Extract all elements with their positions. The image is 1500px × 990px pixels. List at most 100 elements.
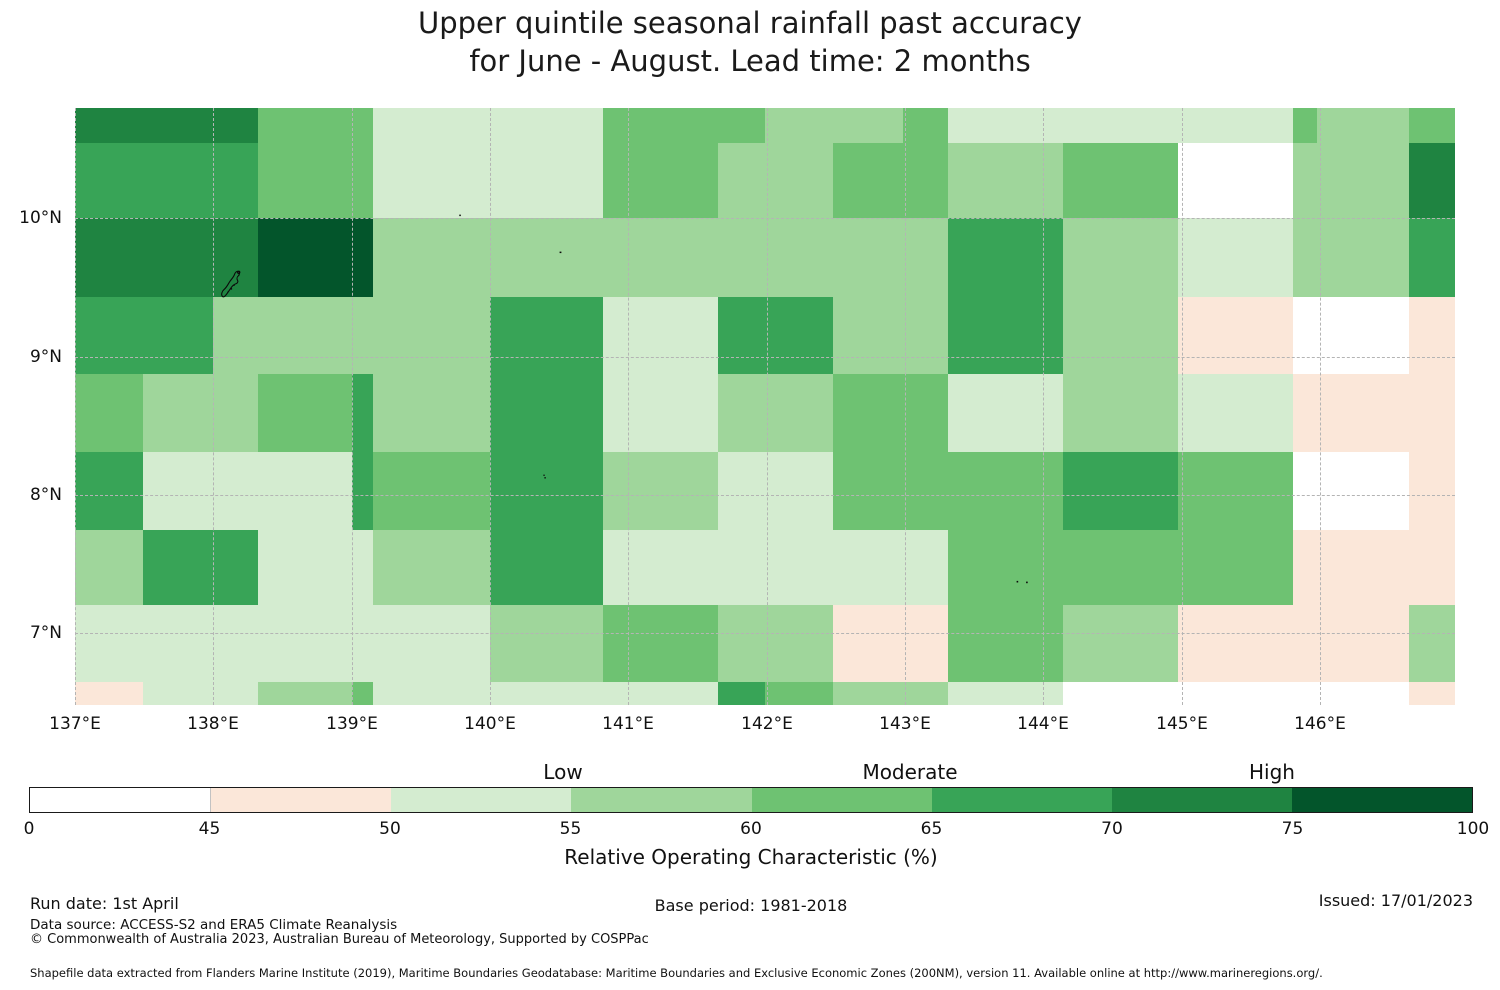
heatmap-cell [490,374,604,453]
colorbar-title: Relative Operating Characteristic (%) [564,845,938,869]
x-tick-label: 138°E [187,714,239,734]
colorbar-segment [1291,788,1472,812]
heatmap-cell [833,374,949,453]
heatmap-cell [75,530,144,606]
heatmap-cell [1293,108,1318,144]
chart-title: Upper quintile seasonal rainfall past ac… [0,4,1500,80]
issued-date-text: Issued: 17/01/2023 [1318,891,1473,910]
heatmap-cell [603,605,719,683]
y-tick-label: 9°N [29,347,62,367]
heatmap-cell [352,374,374,453]
island-speck [459,214,461,217]
heatmap-cell [948,682,1064,705]
x-tick-label: 142°E [741,714,793,734]
heatmap-cell [1293,452,1410,531]
heatmap-cell [603,143,719,219]
heatmap-cell [75,143,259,219]
heatmap-cell [1409,452,1455,531]
heatmap-cell [1063,605,1179,683]
gridline-vertical [1043,108,1044,705]
heatmap-cell [258,218,374,298]
heatmap-cell [603,297,719,375]
heatmap-cell [1063,218,1179,298]
heatmap-cell [603,452,719,531]
shapefile-attribution-text: Shapefile data extracted from Flanders M… [30,966,1323,980]
heatmap-cell [1409,218,1455,298]
heatmap-cell [1409,682,1455,705]
heatmap-cell [75,452,144,531]
colorbar-tick-label: 60 [740,819,762,839]
colorbar-tick-label: 75 [1281,819,1304,839]
heatmap-cell [258,374,353,453]
heatmap-cell [373,530,491,606]
colorbar-tick-label: 0 [23,819,35,839]
heatmap-cell [948,374,1064,453]
heatmap-cell [718,374,834,453]
heatmap-cell [490,605,604,683]
heatmap-cell [1063,143,1179,219]
gridline-vertical [490,108,491,705]
heatmap-cell [948,218,1064,298]
colorbar-segment [211,788,392,812]
colorbar-segment [931,788,1112,812]
heatmap-cell [143,452,353,531]
heatmap-cell [373,682,719,705]
colorbar-tick-label: 100 [1456,819,1490,839]
heatmap-cell [1409,143,1455,219]
heatmap-cell [490,530,604,606]
data-source-text: Data source: ACCESS-S2 and ERA5 Climate … [30,917,398,933]
chart-title-line1: Upper quintile seasonal rainfall past ac… [418,6,1082,40]
base-period-text: Base period: 1981-2018 [654,896,848,915]
heatmap-cell [1063,374,1179,453]
gridline-horizontal [75,495,1455,496]
island-speck [233,284,235,286]
gridline-vertical [767,108,768,705]
gridline-horizontal [75,633,1455,634]
heatmap-cell [833,452,1064,531]
heatmap-cell [603,374,719,453]
heatmap-cell [718,682,766,705]
heatmap-cell [903,108,949,144]
heatmap-cell [718,452,834,531]
heatmap-cell [1409,108,1455,144]
heatmap-cell [490,452,604,531]
colorbar-category-label: Moderate [862,760,958,784]
heatmap-cell [75,682,144,705]
gridline-horizontal [75,357,1455,358]
heatmap-cell [143,530,259,606]
heatmap-cell [718,143,834,219]
heatmap-cell [1063,452,1179,531]
gridline-vertical [352,108,353,705]
heatmap-cell [373,218,949,298]
gridline-vertical [213,108,214,705]
heatmap-cell [603,108,766,144]
copyright-text: © Commonwealth of Australia 2023, Austra… [30,932,649,947]
colorbar-segment [1111,788,1292,812]
heatmap-cell [1178,143,1294,219]
x-tick-label: 137°E [49,714,101,734]
island-outline-overlay [221,214,1028,584]
heatmap-cell [765,108,904,144]
heatmap-cell [75,374,144,453]
heatmap-cell [948,605,1064,683]
gridline-vertical [75,108,76,705]
colorbar-tick-label: 55 [559,819,582,839]
colorbar-category-label: Low [543,760,583,784]
colorbar-segment [391,788,572,812]
heatmap-cell [948,143,1064,219]
heatmap-cell [833,143,949,219]
heatmap-cell [1317,108,1410,144]
x-tick-label: 144°E [1017,714,1069,734]
heatmap-cell [833,297,949,375]
heatmap-cell [948,297,1064,375]
y-tick-label: 7°N [29,623,62,643]
island-speck [1026,581,1028,584]
heatmap-cell [373,143,604,219]
heatmap-cell [1063,297,1179,375]
heatmap-cell [718,297,834,375]
heatmap-cell [1409,605,1455,683]
gridline-vertical [628,108,629,705]
gridline-vertical [1182,108,1183,705]
heatmap-cell [373,452,491,531]
